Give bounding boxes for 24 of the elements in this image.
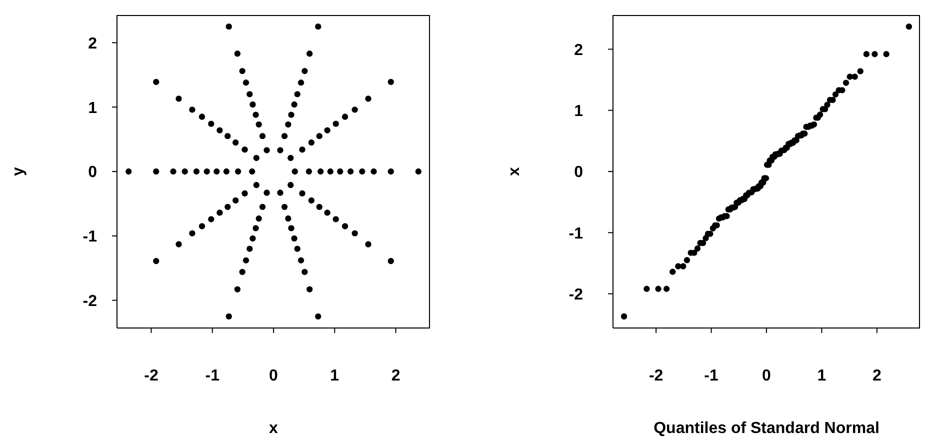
x-tick-label: -1 — [704, 367, 718, 384]
y-tick-label: 1 — [88, 100, 98, 117]
x-tick-label: -2 — [648, 367, 664, 384]
x-tick-label: 1 — [817, 367, 826, 384]
x-tick-label: 1 — [330, 367, 340, 384]
x-tick-label: -1 — [205, 367, 220, 384]
y-axis-title: y — [10, 166, 26, 176]
x-tick-label: 0 — [269, 367, 278, 384]
x-axis-title: x — [269, 420, 278, 436]
y-tick-label: 0 — [574, 164, 584, 182]
y-tick-label: -2 — [82, 292, 98, 310]
x-tick-label: 0 — [762, 367, 772, 384]
y-axis-title: x — [506, 166, 522, 176]
y-tick-label: 2 — [574, 42, 584, 59]
y-tick-label: 2 — [88, 35, 98, 52]
x-tick-label: -2 — [144, 367, 158, 384]
y-tick-label: 1 — [574, 103, 584, 120]
x-tick-label: 2 — [872, 367, 882, 384]
y-tick-label: -1 — [568, 225, 584, 242]
y-tick-label: 0 — [88, 164, 98, 182]
x-tick-label: 2 — [391, 367, 400, 384]
y-tick-label: -1 — [82, 228, 98, 246]
x-axis-title: Quantiles of Standard Normal — [654, 420, 880, 436]
y-tick-label: -2 — [568, 286, 584, 304]
